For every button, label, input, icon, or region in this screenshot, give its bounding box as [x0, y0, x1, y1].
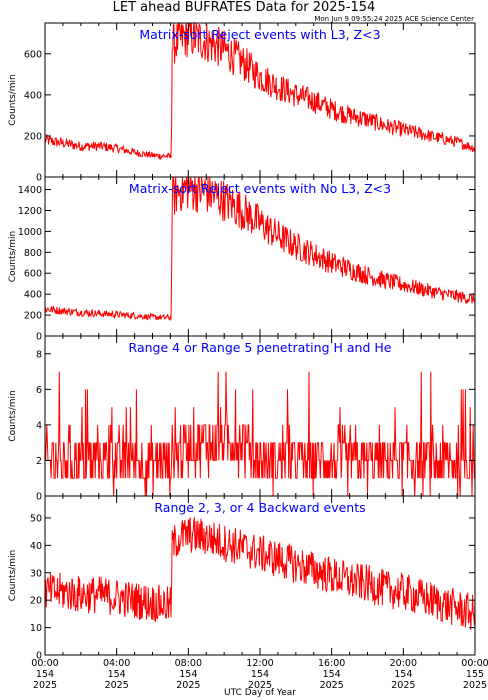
x-tick-label-year: 2025: [105, 680, 129, 691]
y-axis-label: Counts/min: [8, 74, 18, 125]
y-tick-label: 200: [24, 311, 42, 322]
chart-panels: Matrix-sort Reject events with L3, Z<3 0 2…: [8, 21, 488, 691]
y-tick-label: 50: [30, 513, 42, 524]
plot-frame: [44, 22, 476, 178]
y-tick-label: 800: [24, 248, 42, 259]
x-tick-label-time: 08:00: [175, 658, 202, 669]
y-tick-label: 400: [24, 90, 42, 101]
x-tick-label-doy: 154: [251, 669, 269, 680]
panel-title: Range 2, 3, or 4 Backward events: [154, 500, 365, 515]
x-tick-label-time: 20:00: [390, 658, 417, 669]
y-axis-label: Counts/min: [8, 231, 18, 282]
figure-title: LET ahead BUFRATES Data for 2025-154: [113, 0, 376, 15]
y-tick-label: 1000: [18, 227, 42, 238]
plot-frame: [44, 176, 476, 337]
x-tick-label-doy: 154: [394, 669, 412, 680]
x-tick-label-year: 2025: [248, 680, 272, 691]
series-line-panel-1: [44, 21, 476, 161]
y-tick-label: 600: [24, 49, 42, 60]
x-tick-label-time: 00:00: [31, 658, 58, 669]
y-axis-label: Counts/min: [8, 550, 18, 601]
y-tick-label: 0: [36, 173, 42, 184]
panel-title: Range 4 or Range 5 penetrating H and He: [129, 340, 392, 355]
x-tick-label-doy: 154: [179, 669, 197, 680]
y-tick-label: 400: [24, 290, 42, 301]
x-tick-label-year: 2025: [176, 680, 200, 691]
panel-title: Matrix-sort Reject events with L3, Z<3: [139, 27, 380, 42]
y-tick-label: 20: [30, 596, 42, 607]
y-tick-label: 1400: [18, 185, 42, 196]
timestamp-label: Mon Jun 9 09:55:24 2025 ACE Science Cent…: [314, 15, 474, 23]
x-tick-label-time: 16:00: [318, 658, 345, 669]
y-tick-label: 10: [30, 623, 42, 634]
plot-frame: [44, 495, 476, 656]
y-tick-label: 30: [30, 568, 42, 579]
series-line-panel-4: [44, 517, 476, 630]
y-tick-label: 600: [24, 269, 42, 280]
x-tick-label-year: 2025: [391, 680, 415, 691]
y-tick-label: 4: [36, 420, 42, 431]
panel-4: Range 2, 3, or 4 Backward events 0 10 20 30 4…: [8, 495, 476, 662]
x-tick-label-doy: 154: [36, 669, 54, 680]
y-axis-label: Counts/min: [8, 390, 18, 441]
series-line-panel-2: [44, 176, 476, 321]
x-tick-label-year: 2025: [463, 680, 487, 691]
series-line-panel-3: [44, 371, 475, 497]
x-tick-label-time: 04:00: [103, 658, 130, 669]
x-tick-label-doy: 154: [323, 669, 341, 680]
x-tick-label-doy: 155: [466, 669, 484, 680]
y-tick-label: 0: [36, 651, 42, 662]
y-tick-label: 200: [24, 131, 42, 142]
x-axis-label: UTC Day of Year: [224, 688, 296, 698]
x-tick-label-time: 00:00: [461, 658, 488, 669]
x-tick-label-time: 12:00: [246, 658, 273, 669]
panel-title: Matrix-sort Reject events with No L3, Z<…: [129, 181, 391, 196]
panel-3: Range 4 or Range 5 penetrating H and He 0…: [8, 335, 476, 503]
x-tick-label-year: 2025: [320, 680, 344, 691]
y-tick-label: 40: [30, 541, 42, 552]
y-tick-label: 2: [36, 456, 42, 467]
y-tick-label: 0: [36, 492, 42, 503]
x-tick-labels: 00:00154202504:00154202508:00154202512:0…: [31, 658, 488, 691]
panel-1: Matrix-sort Reject events with L3, Z<3 0 2…: [8, 21, 476, 184]
x-tick-label-year: 2025: [33, 680, 57, 691]
x-tick-label-doy: 154: [108, 669, 126, 680]
y-tick-label: 6: [36, 385, 42, 396]
y-tick-label: 8: [36, 349, 42, 360]
y-tick-label: 0: [36, 332, 42, 343]
y-tick-label: 1200: [18, 206, 42, 217]
panel-2: Matrix-sort Reject events with No L3, Z<…: [8, 176, 476, 343]
